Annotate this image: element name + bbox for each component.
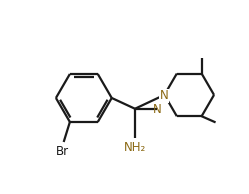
Text: NH₂: NH₂ bbox=[124, 141, 146, 154]
Text: N: N bbox=[160, 89, 169, 102]
Text: N: N bbox=[153, 103, 162, 116]
Text: Br: Br bbox=[56, 145, 69, 158]
